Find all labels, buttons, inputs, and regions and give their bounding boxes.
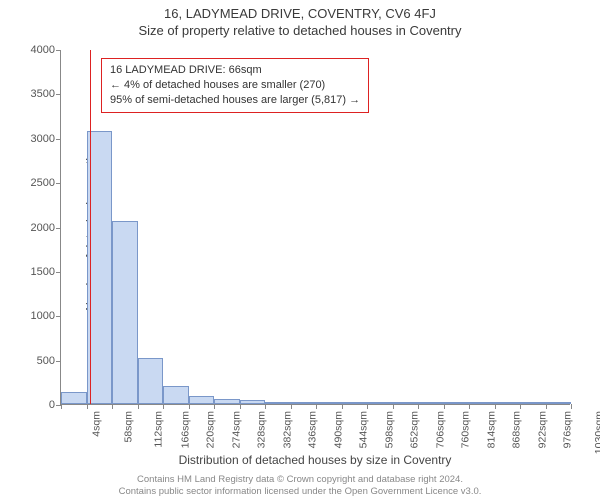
x-tick (520, 404, 521, 409)
y-tick (56, 228, 61, 229)
x-tick-label: 922sqm (536, 411, 548, 448)
x-tick-label: 220sqm (204, 411, 216, 448)
x-tick-label: 382sqm (281, 411, 293, 448)
x-tick-label: 598sqm (383, 411, 395, 448)
x-tick-label: 652sqm (408, 411, 420, 448)
histogram-bar (393, 402, 419, 404)
chart-header: 16, LADYMEAD DRIVE, COVENTRY, CV6 4FJ Si… (0, 0, 600, 38)
y-tick-label: 500 (21, 355, 55, 367)
x-tick (112, 404, 113, 409)
x-tick (138, 404, 139, 409)
histogram-bar (189, 396, 215, 404)
y-tick (56, 139, 61, 140)
x-tick-label: 4sqm (91, 411, 103, 437)
histogram-bar (112, 221, 138, 404)
attribution-footer: Contains HM Land Registry data © Crown c… (0, 474, 600, 498)
histogram-bar (444, 402, 470, 404)
histogram-bar (342, 402, 368, 404)
histogram-bar (469, 402, 495, 404)
y-tick-label: 4000 (21, 44, 55, 56)
x-tick (546, 404, 547, 409)
x-tick (189, 404, 190, 409)
histogram-bar (316, 402, 342, 404)
property-marker-line (90, 50, 91, 404)
y-tick-label: 3500 (21, 88, 55, 100)
histogram-bar (367, 402, 393, 404)
x-tick-label: 436sqm (306, 411, 318, 448)
x-tick (240, 404, 241, 409)
histogram-bar (61, 392, 87, 404)
x-tick-label: 1030sqm (593, 411, 600, 454)
x-tick-label: 976sqm (561, 411, 573, 448)
x-tick (87, 404, 88, 409)
address-title: 16, LADYMEAD DRIVE, COVENTRY, CV6 4FJ (0, 6, 600, 21)
x-tick (495, 404, 496, 409)
histogram-bar (138, 358, 164, 404)
footer-line1: Contains HM Land Registry data © Crown c… (0, 474, 600, 486)
y-tick-label: 3000 (21, 133, 55, 145)
infobox-line2: ← 4% of detached houses are smaller (270… (110, 78, 360, 93)
histogram-bar (291, 402, 317, 404)
x-tick (214, 404, 215, 409)
x-tick (342, 404, 343, 409)
x-tick-label: 166sqm (179, 411, 191, 448)
infobox-line3: 95% of semi-detached houses are larger (… (110, 93, 360, 108)
x-tick-label: 814sqm (485, 411, 497, 448)
y-tick (56, 361, 61, 362)
x-tick (393, 404, 394, 409)
histogram-bar (418, 402, 444, 404)
x-tick-label: 760sqm (459, 411, 471, 448)
plot-region: 05001000150020002500300035004000 4sqm58s… (60, 50, 570, 405)
x-tick-label: 274sqm (230, 411, 242, 448)
histogram-bar (495, 402, 521, 404)
footer-line2: Contains public sector information licen… (0, 486, 600, 498)
x-tick (571, 404, 572, 409)
x-tick-label: 490sqm (332, 411, 344, 448)
x-tick (265, 404, 266, 409)
chart-subtitle: Size of property relative to detached ho… (0, 23, 600, 38)
y-tick (56, 272, 61, 273)
histogram-bar (163, 386, 189, 404)
x-tick-label: 58sqm (122, 411, 134, 443)
x-tick (163, 404, 164, 409)
x-tick (418, 404, 419, 409)
chart-area: Number of detached properties 0500100015… (60, 50, 570, 405)
histogram-bar (240, 400, 266, 404)
x-tick (316, 404, 317, 409)
x-tick (469, 404, 470, 409)
y-tick (56, 50, 61, 51)
histogram-bar (214, 399, 240, 404)
y-tick (56, 316, 61, 317)
y-tick-label: 1500 (21, 266, 55, 278)
x-tick-label: 544sqm (357, 411, 369, 448)
x-tick-label: 112sqm (153, 411, 165, 448)
x-tick-label: 706sqm (434, 411, 446, 448)
y-tick-label: 1000 (21, 310, 55, 322)
histogram-bar (520, 402, 546, 404)
marker-infobox: 16 LADYMEAD DRIVE: 66sqm ← 4% of detache… (101, 58, 369, 113)
histogram-bar (546, 402, 572, 404)
y-tick-label: 0 (21, 399, 55, 411)
y-tick-label: 2500 (21, 177, 55, 189)
x-tick-label: 328sqm (255, 411, 267, 448)
x-tick (61, 404, 62, 409)
y-tick (56, 94, 61, 95)
histogram-bar (265, 402, 291, 404)
x-axis-label: Distribution of detached houses by size … (60, 453, 570, 467)
x-tick (367, 404, 368, 409)
y-tick-label: 2000 (21, 222, 55, 234)
x-tick (444, 404, 445, 409)
x-tick-label: 868sqm (510, 411, 522, 448)
infobox-line1: 16 LADYMEAD DRIVE: 66sqm (110, 63, 360, 78)
x-tick (291, 404, 292, 409)
y-tick (56, 183, 61, 184)
